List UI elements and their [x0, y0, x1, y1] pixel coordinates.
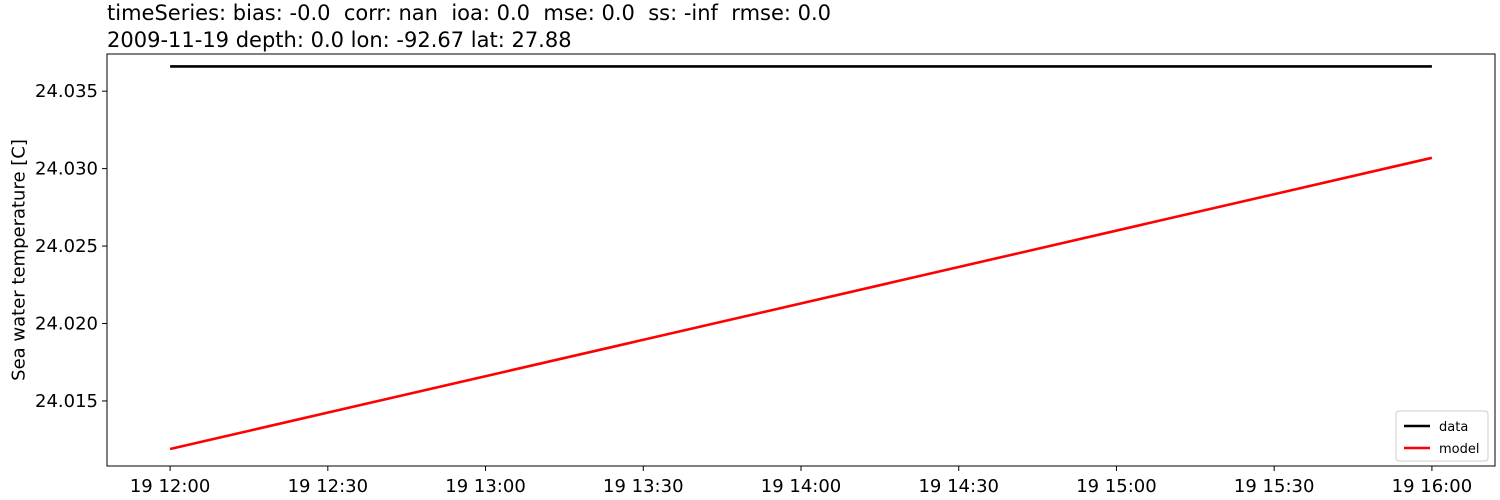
- series-line-model: [169, 156, 1433, 451]
- x-tick-label: 19 13:30: [603, 476, 684, 497]
- y-tick-label: 24.020: [35, 314, 98, 335]
- legend-label-data: data: [1439, 420, 1468, 435]
- x-tick-label: 19 14:00: [761, 476, 842, 497]
- x-axis: 19 12:00 19 12:30 19 13:00 19 13:30 19 14:00…: [130, 466, 1472, 497]
- x-tick-label: 19 15:00: [1076, 476, 1157, 497]
- y-tick-label: 24.035: [35, 81, 98, 102]
- y-tick-label: 24.030: [35, 159, 98, 180]
- chart-title-line-1: timeSeries: bias: -0.0 corr: nan ioa: 0.…: [107, 1, 832, 25]
- plot-frame: [106, 53, 1496, 467]
- x-tick-label: 19 12:30: [288, 476, 369, 497]
- chart-title-line-2: 2009-11-19 depth: 0.0 lon: -92.67 lat: 2…: [107, 28, 572, 52]
- y-tick-label: 24.015: [35, 391, 98, 412]
- x-tick-label: 19 16:00: [1392, 476, 1473, 497]
- y-axis-label: Sea water temperature [C]: [9, 139, 30, 381]
- x-tick-label: 19 13:00: [445, 476, 526, 497]
- y-axis: 24.015 24.020 24.025 24.030 24.035: [35, 81, 107, 412]
- legend-label-model: model: [1439, 442, 1479, 457]
- x-tick-label: 19 15:30: [1234, 476, 1315, 497]
- legend: data model: [1395, 410, 1489, 462]
- x-tick-label: 19 14:30: [918, 476, 999, 497]
- x-tick-label: 19 12:00: [130, 476, 211, 497]
- y-tick-label: 24.025: [35, 236, 98, 257]
